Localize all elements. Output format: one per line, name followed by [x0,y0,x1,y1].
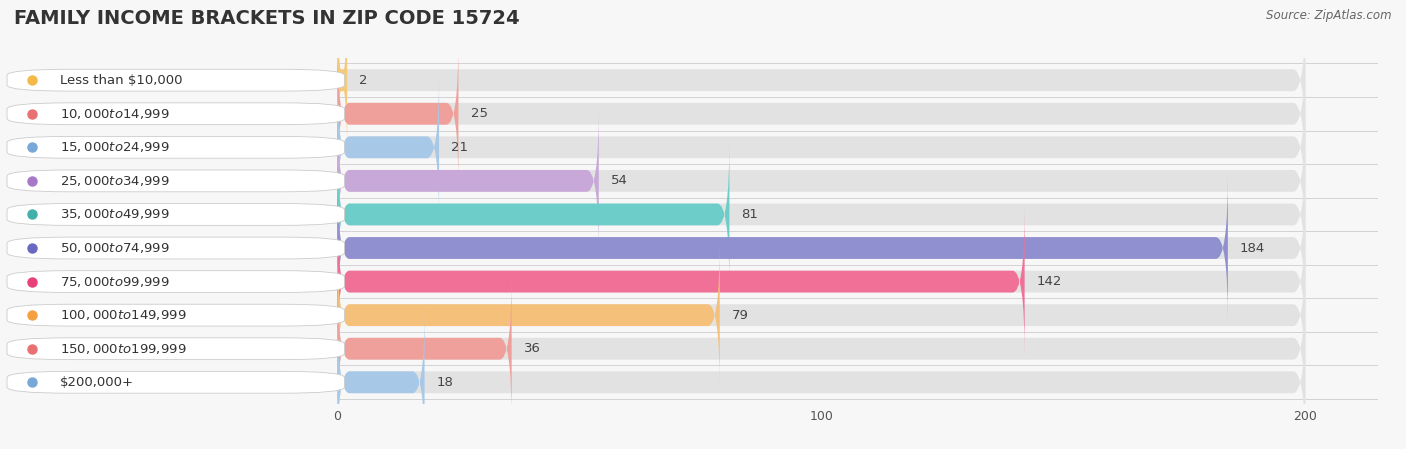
Text: 2: 2 [359,74,368,87]
Text: $15,000 to $24,999: $15,000 to $24,999 [59,141,170,154]
Text: $150,000 to $199,999: $150,000 to $199,999 [59,342,186,356]
FancyBboxPatch shape [7,271,344,292]
FancyBboxPatch shape [337,7,1305,153]
Text: 142: 142 [1036,275,1062,288]
Text: 81: 81 [741,208,758,221]
FancyBboxPatch shape [337,309,1305,449]
Text: $50,000 to $74,999: $50,000 to $74,999 [59,241,170,255]
Text: 18: 18 [437,376,454,389]
FancyBboxPatch shape [337,242,1305,388]
Text: Source: ZipAtlas.com: Source: ZipAtlas.com [1267,9,1392,22]
Text: $10,000 to $14,999: $10,000 to $14,999 [59,107,170,121]
Text: $35,000 to $49,999: $35,000 to $49,999 [59,207,170,221]
FancyBboxPatch shape [7,69,344,91]
Text: $75,000 to $99,999: $75,000 to $99,999 [59,275,170,289]
FancyBboxPatch shape [337,209,1025,355]
Text: 21: 21 [451,141,468,154]
FancyBboxPatch shape [337,41,458,187]
FancyBboxPatch shape [7,103,344,125]
Text: Less than $10,000: Less than $10,000 [59,74,183,87]
Text: 54: 54 [610,174,627,187]
FancyBboxPatch shape [7,304,344,326]
FancyBboxPatch shape [7,136,344,158]
FancyBboxPatch shape [337,141,1305,287]
Text: $200,000+: $200,000+ [59,376,134,389]
Text: 184: 184 [1240,242,1265,255]
Text: $100,000 to $149,999: $100,000 to $149,999 [59,308,186,322]
FancyBboxPatch shape [337,175,1227,321]
FancyBboxPatch shape [337,276,512,422]
FancyBboxPatch shape [337,209,1305,355]
FancyBboxPatch shape [337,175,1305,321]
FancyBboxPatch shape [337,75,1305,220]
FancyBboxPatch shape [337,75,439,220]
FancyBboxPatch shape [7,371,344,393]
FancyBboxPatch shape [335,7,350,153]
FancyBboxPatch shape [337,108,1305,254]
FancyBboxPatch shape [337,108,599,254]
FancyBboxPatch shape [7,170,344,192]
Text: 79: 79 [733,308,749,321]
FancyBboxPatch shape [337,141,730,287]
Text: 25: 25 [471,107,488,120]
Text: $25,000 to $34,999: $25,000 to $34,999 [59,174,170,188]
FancyBboxPatch shape [7,237,344,259]
FancyBboxPatch shape [337,41,1305,187]
FancyBboxPatch shape [7,203,344,225]
FancyBboxPatch shape [337,309,425,449]
Text: FAMILY INCOME BRACKETS IN ZIP CODE 15724: FAMILY INCOME BRACKETS IN ZIP CODE 15724 [14,9,520,28]
FancyBboxPatch shape [337,276,1305,422]
FancyBboxPatch shape [337,242,720,388]
Text: 36: 36 [524,342,541,355]
FancyBboxPatch shape [7,338,344,360]
